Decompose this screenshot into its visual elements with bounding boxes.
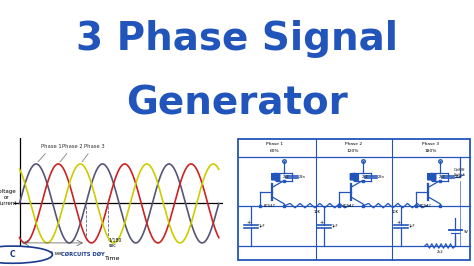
Text: Time: Time <box>106 256 121 261</box>
Text: CØRCUITS DØY: CØRCUITS DØY <box>61 252 104 257</box>
Text: 2k2: 2k2 <box>439 175 446 179</box>
Text: 1/60 sec: 1/60 sec <box>42 250 63 255</box>
Text: 22n: 22n <box>299 175 305 179</box>
Text: Phase 3: Phase 3 <box>422 142 439 147</box>
Text: +: + <box>319 220 324 225</box>
Text: 2k2: 2k2 <box>283 175 290 179</box>
Text: Voltage
or
Current: Voltage or Current <box>0 189 17 206</box>
Text: +: + <box>246 220 251 225</box>
Text: Phase 2: Phase 2 <box>345 142 362 147</box>
Text: 10K: 10K <box>314 210 321 214</box>
Text: Phase 2: Phase 2 <box>60 144 83 162</box>
Text: 10K: 10K <box>392 210 399 214</box>
Text: On/Off
Switch: On/Off Switch <box>454 168 466 177</box>
Text: 1µF: 1µF <box>409 225 416 228</box>
Text: 3 Phase Signal: 3 Phase Signal <box>76 20 398 58</box>
Text: 22n: 22n <box>455 175 462 179</box>
Text: Generator: Generator <box>126 85 348 123</box>
Text: 1µF: 1µF <box>259 225 265 228</box>
Text: BC547: BC547 <box>264 204 276 208</box>
Circle shape <box>0 246 53 263</box>
Text: 180%: 180% <box>424 148 437 153</box>
Text: Phase 3: Phase 3 <box>82 144 104 162</box>
Text: +: + <box>397 220 401 225</box>
Text: 9V: 9V <box>464 230 468 234</box>
Text: 2k2: 2k2 <box>437 250 443 254</box>
Text: 1µF: 1µF <box>331 225 338 228</box>
Text: 2k2: 2k2 <box>361 175 368 179</box>
Text: 1/180
sec: 1/180 sec <box>109 238 122 248</box>
Text: C: C <box>10 250 16 259</box>
Text: Phase 1: Phase 1 <box>266 142 283 147</box>
Text: 60%: 60% <box>270 148 279 153</box>
Text: BC547: BC547 <box>420 204 432 208</box>
Text: 120%: 120% <box>347 148 359 153</box>
Text: Phase 1: Phase 1 <box>38 144 62 162</box>
Text: BC547: BC547 <box>343 204 355 208</box>
Text: 22n: 22n <box>377 175 384 179</box>
